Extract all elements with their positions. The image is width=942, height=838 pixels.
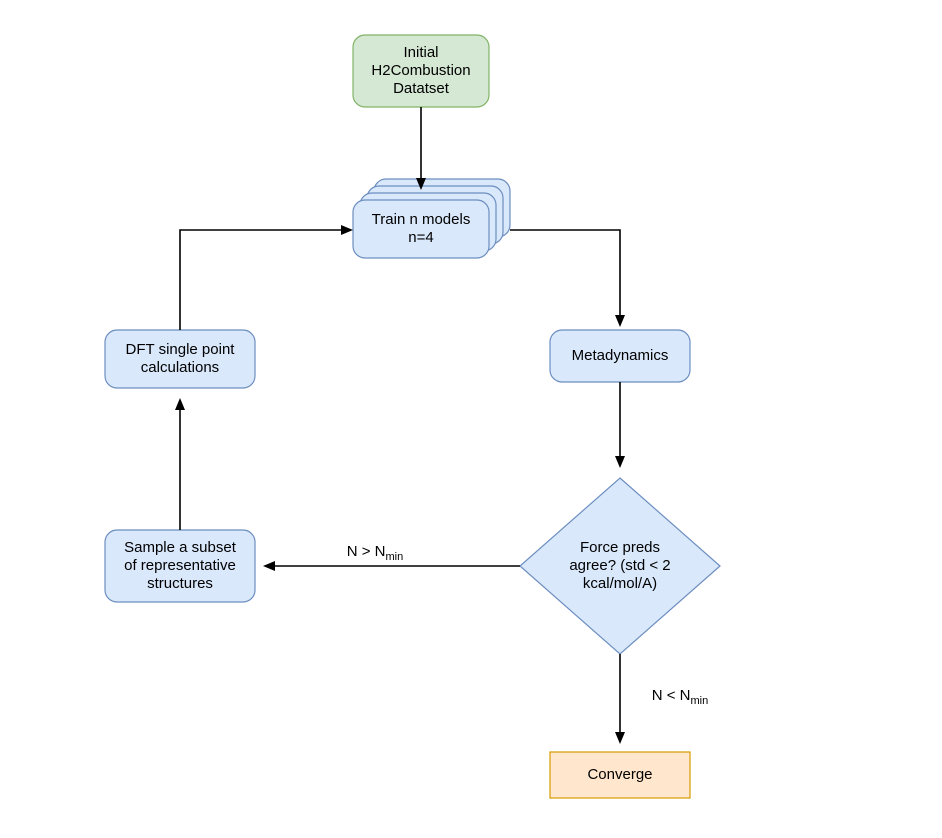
arrowhead [615,315,625,327]
arrowhead [615,456,625,468]
arrowhead [615,732,625,744]
arrowhead [175,398,185,410]
arrowhead [263,561,275,571]
edge-2 [510,230,620,317]
node-converge-label: Converge [587,766,652,783]
node-dft-label: DFT single pointcalculations [126,341,236,376]
node-meta-label: Metadynamics [572,347,669,364]
edge-4-label: N > Nmin [347,543,404,563]
arrowhead [341,225,353,235]
edge-1 [180,230,343,330]
node-decision-label: Force predsagree? (std < 2kcal/mol/A) [569,539,670,592]
edge-6-label: N < Nmin [652,687,709,707]
